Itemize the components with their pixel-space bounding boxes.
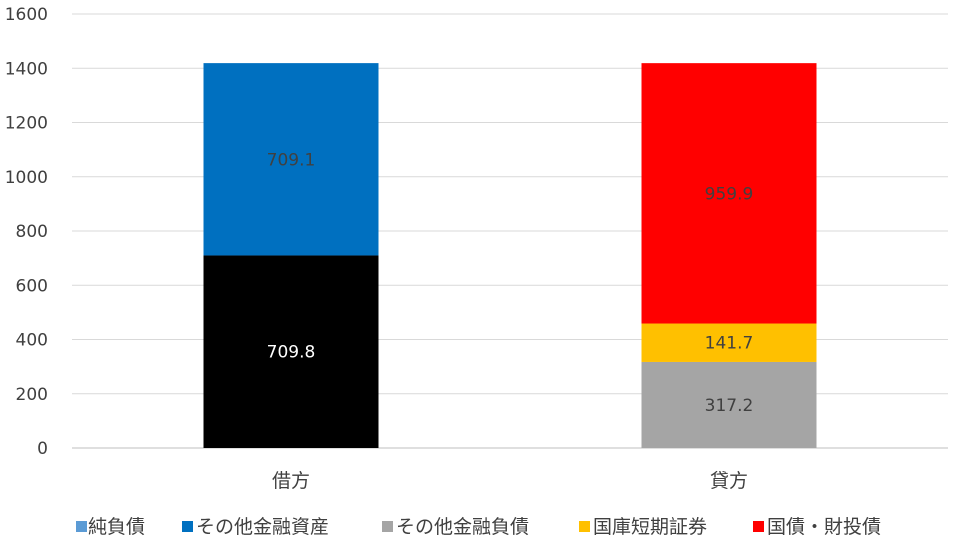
x-tick-label: 借方: [272, 470, 310, 492]
y-tick-label: 600: [16, 276, 48, 296]
y-tick-label: 200: [16, 385, 48, 405]
x-tick-label: 貸方: [710, 470, 748, 492]
y-tick-label: 1600: [5, 5, 48, 25]
gridlines: [72, 13, 948, 449]
legend-swatch: [579, 521, 590, 532]
legend-label: 純負債: [88, 516, 145, 538]
legend-label: 国庫短期証券: [593, 516, 707, 538]
y-tick-label: 1400: [5, 59, 48, 79]
bar-segment: [641, 323, 817, 362]
data-label: 959.9: [705, 184, 754, 204]
bar-segment: [641, 361, 817, 448]
bar-segment: [641, 63, 817, 324]
legend-label: その他金融負債: [396, 516, 529, 538]
data-label: 709.1: [267, 150, 316, 170]
bar-segment: [203, 63, 379, 256]
legend-swatch: [753, 521, 764, 532]
bar-segment: [203, 255, 379, 448]
data-label: 141.7: [705, 334, 754, 354]
legend-label: その他金融資産: [196, 516, 329, 538]
legend-swatch: [76, 521, 87, 532]
legend: 純負債 その他金融資産 その他金融負債 国庫短期証券 国債・財投債: [76, 516, 881, 538]
y-tick-label: 1200: [5, 114, 48, 134]
x-axis: 借方 貸方: [272, 470, 748, 492]
y-tick-label: 0: [37, 439, 48, 459]
legend-swatch: [182, 521, 193, 532]
data-label: 317.2: [705, 396, 754, 416]
legend-swatch: [382, 521, 393, 532]
y-tick-label: 1000: [5, 168, 48, 188]
y-axis: 0 200 400 600 800 1000 1200 1400 1600: [5, 5, 48, 459]
data-label: 709.8: [267, 343, 316, 363]
y-tick-label: 400: [16, 331, 48, 351]
y-tick-label: 800: [16, 222, 48, 242]
legend-label: 国債・財投債: [767, 516, 881, 538]
bars: 709.8 709.1 317.2 141.7 959.9: [203, 63, 817, 448]
